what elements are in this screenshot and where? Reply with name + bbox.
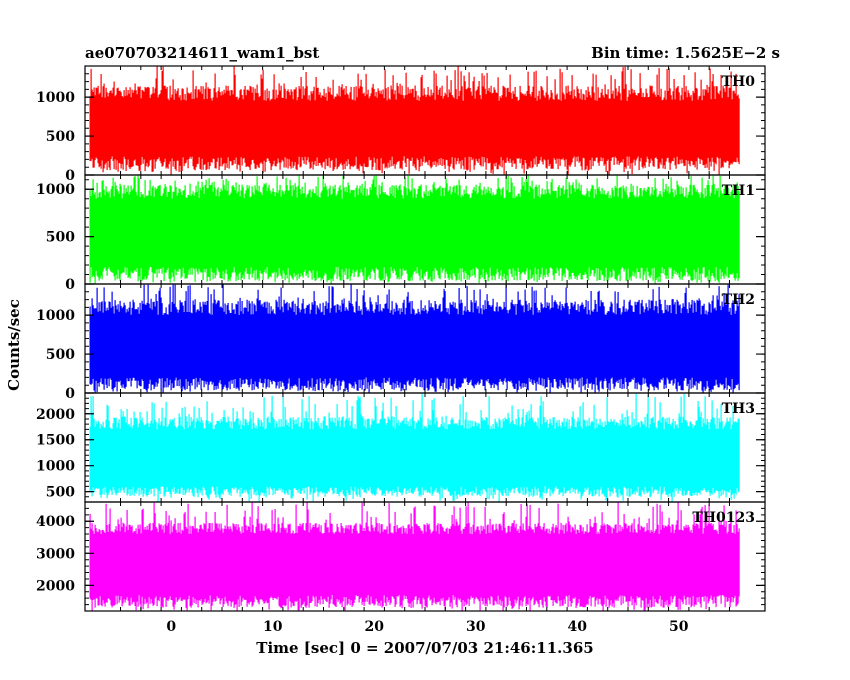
x-ticks-th2: [120, 284, 730, 393]
y-tick-label: 2000: [36, 407, 75, 423]
chart-title: ae070703214611_wam1_bst: [85, 44, 320, 62]
panel-label-th1: TH1: [722, 183, 755, 199]
bin-time-label: Bin time: 1.5625E−2 s: [591, 44, 780, 62]
y-tick-label: 500: [46, 485, 75, 501]
series-th2: [89, 284, 740, 393]
series-th3: [89, 393, 740, 502]
x-ticks-th3: [120, 393, 730, 502]
series-th0: [89, 66, 740, 175]
x-tick-label: 40: [567, 619, 587, 635]
y-axis-label: Counts/sec: [5, 299, 23, 391]
x-ticks-th0123: [120, 502, 730, 611]
y-tick-label: 1000: [36, 182, 75, 198]
panel-label-th0: TH0: [722, 74, 756, 90]
y-tick-label: 1000: [36, 459, 75, 475]
x-ticks-th1: [120, 175, 730, 284]
series-th0123: [89, 502, 740, 611]
y-tick-label: 1000: [36, 90, 75, 106]
y-tick-label: 500: [46, 129, 75, 145]
series-th1: [89, 175, 740, 284]
x-tick-label: 0: [166, 619, 176, 635]
y-tick-label: 0: [65, 386, 75, 402]
x-tick-label: 30: [466, 619, 486, 635]
y-tick-label: 1000: [36, 308, 75, 324]
panel-label-th3: TH3: [722, 401, 755, 417]
x-tick-label: 50: [669, 619, 689, 635]
panel-label-th2: TH2: [722, 292, 755, 308]
y-tick-label: 500: [46, 347, 75, 363]
y-tick-label: 3000: [36, 546, 75, 562]
x-axis-label: Time [sec] 0 = 2007/07/03 21:46:11.365: [256, 639, 594, 657]
panel-label-th0123: TH0123: [692, 510, 755, 526]
y-tick-label: 0: [65, 277, 75, 293]
y-tick-label: 0: [65, 168, 75, 184]
y-tick-label: 2000: [36, 578, 75, 594]
y-tick-label: 500: [46, 230, 75, 246]
x-ticks-th0: [120, 66, 730, 175]
y-tick-label: 1500: [36, 433, 75, 449]
x-tick-label: 10: [263, 619, 283, 635]
x-tick-label: 20: [365, 619, 385, 635]
y-tick-label: 4000: [36, 514, 75, 530]
